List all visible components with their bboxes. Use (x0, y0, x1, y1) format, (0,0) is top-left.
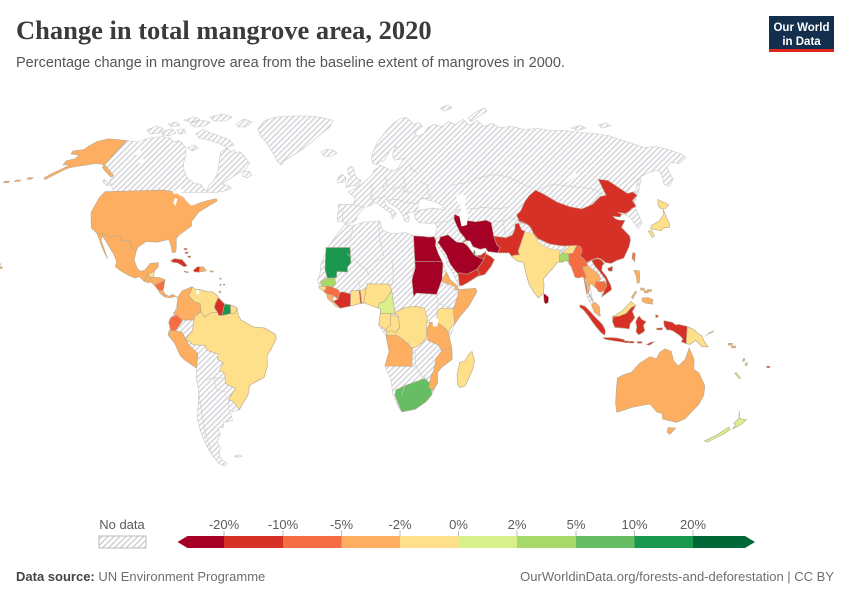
svg-text:20%: 20% (680, 517, 706, 532)
svg-text:-5%: -5% (330, 517, 354, 532)
svg-text:No data: No data (99, 517, 145, 532)
svg-text:-20%: -20% (209, 517, 240, 532)
svg-text:2%: 2% (508, 517, 527, 532)
svg-text:0%: 0% (449, 517, 468, 532)
svg-text:5%: 5% (567, 517, 586, 532)
svg-text:10%: 10% (621, 517, 647, 532)
svg-text:-2%: -2% (388, 517, 412, 532)
svg-text:-10%: -10% (268, 517, 299, 532)
